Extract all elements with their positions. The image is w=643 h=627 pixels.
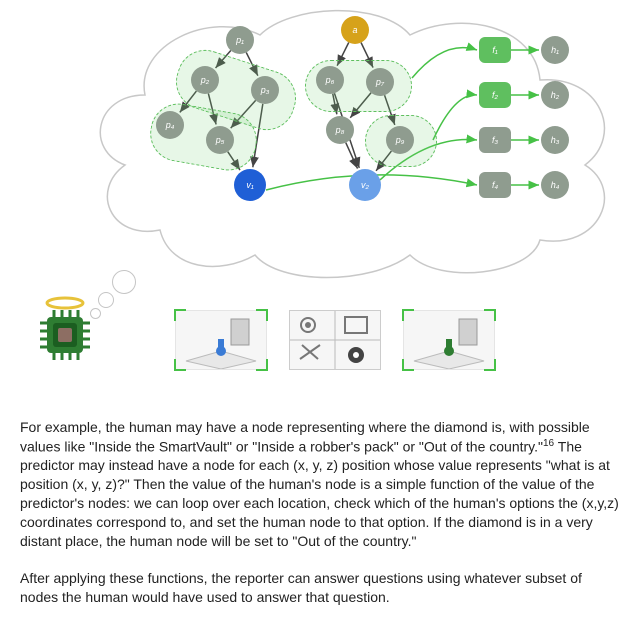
graph-node-f4: f₄: [479, 172, 511, 198]
graph-node-p5: p₅: [206, 126, 234, 154]
graph-node-p6: p₆: [316, 66, 344, 94]
graph-node-p9: p₉: [386, 126, 414, 154]
graph-node-v1: v₁: [234, 169, 266, 201]
footnote-ref: 16: [543, 438, 554, 449]
paragraph-1: For example, the human may have a node r…: [20, 418, 623, 551]
thumbnail-room: [175, 310, 267, 370]
graph-node-h4: h₄: [541, 171, 569, 199]
graph-node-h2: h₂: [541, 81, 569, 109]
para1-prefix: For example, the human may have a node r…: [20, 419, 590, 455]
thought-bubble-dot: [98, 292, 114, 308]
paragraph-2: After applying these functions, the repo…: [20, 569, 623, 607]
graph-node-v2: v₂: [349, 169, 381, 201]
thumbnail-room: [403, 310, 495, 370]
chip-agent-icon: [30, 295, 100, 365]
graph-node-h3: h₃: [541, 126, 569, 154]
graph-node-a: a: [341, 16, 369, 44]
graph-node-h1: h₁: [541, 36, 569, 64]
thumbnail-row: [175, 310, 495, 370]
para1-suffix: The predictor may instead have a node fo…: [20, 439, 619, 549]
graph-node-f1: f₁: [479, 37, 511, 63]
graph-node-p1: p₁: [226, 26, 254, 54]
graph-node-p3: p₃: [251, 76, 279, 104]
graph-node-p4: p₄: [156, 111, 184, 139]
graph-node-f3: f₃: [479, 127, 511, 153]
graph-node-f2: f₂: [479, 82, 511, 108]
graph-node-p2: p₂: [191, 66, 219, 94]
thumbnail-grid: [289, 310, 381, 370]
graph-overlay: a p₁p₂ p₃ p₄ p₅ p₆ p₇ p₈ p₉ v₁ v₂ f₁ f₂ f₃ f₄ h₁ h₂ h₃ h₄: [80, 0, 620, 280]
graph-node-p8: p₈: [326, 116, 354, 144]
graph-node-p7: p₇: [366, 68, 394, 96]
figure-area: a p₁p₂ p₃ p₄ p₅ p₆ p₇ p₈ p₉ v₁ v₂ f₁ f₂ f₃ f₄ h₁ h₂ h₃ h₄: [20, 0, 623, 400]
